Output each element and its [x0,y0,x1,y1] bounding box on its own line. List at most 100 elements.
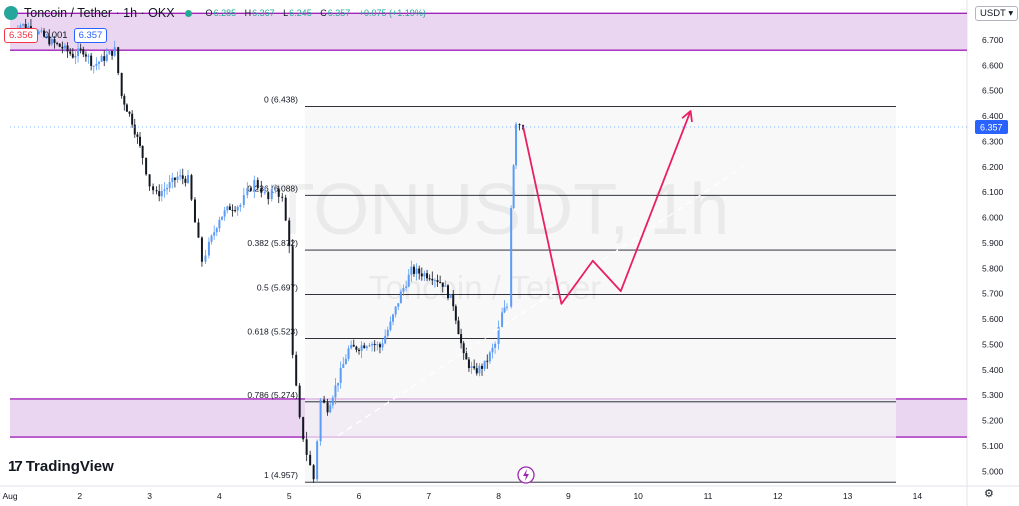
candle-up [163,189,166,191]
candle-up [494,343,497,348]
price-tick-label: 5.400 [982,365,1004,375]
candle-down [446,285,449,298]
candle-down [277,188,280,197]
candle-up [386,329,389,336]
fib-level-label: 0.5 (5.697) [257,282,298,292]
time-tick-label: 2 [77,491,82,501]
candle-up [501,312,504,327]
candle-up [360,345,363,351]
candle-down [352,344,355,347]
candle-up [215,228,218,233]
last-price-label: 6.357 [10,120,1008,135]
symbol-header[interactable]: Toncoin / Tether · 1h · OKX O6.285 H6.36… [4,4,432,22]
candle-up [497,326,500,344]
candle-down [103,56,106,61]
candle-down [441,282,444,287]
candle-up [399,291,402,304]
trend-line[interactable] [337,166,744,437]
fib-level-label: 0.786 (5.274) [247,390,298,400]
fib-level-label: 1 (4.957) [264,470,298,480]
candle-down [460,334,463,344]
candle-up [444,285,447,287]
candle-down [475,368,478,374]
time-tick-label: Aug [2,491,17,501]
candle-down [256,180,259,188]
candle-down [431,278,434,281]
ohlc-change: +0.075 (+1.19%) [358,8,426,18]
candle-down [420,273,423,277]
sell-button[interactable]: 6.356 [4,28,38,43]
gear-icon[interactable]: ⚙ [984,488,994,500]
candle-up [381,343,384,348]
market-open-icon [184,9,192,17]
candle-up [95,63,98,66]
time-tick-label: 6 [357,491,362,501]
candle-down [79,48,82,50]
tradingview-logo[interactable]: 17 TradingView [8,458,114,475]
candle-up [376,344,379,346]
candle-up [239,204,242,207]
currency-dropdown[interactable]: USDT ▾ [975,6,1019,21]
candle-down [452,294,455,307]
candle-up [488,352,491,362]
candle-up [22,24,25,26]
candle-down [82,49,85,55]
candle-down [481,365,484,369]
price-tick-label: 5.700 [982,289,1004,299]
currency-label: USDT [980,8,1006,19]
brand-name: TradingView [25,458,114,475]
chevron-down-icon: ▾ [1005,8,1014,19]
candle-up [270,189,273,200]
ohlc-low-label: L [283,8,289,18]
price-axis[interactable]: 6.700 6.600 6.500 6.400 6.300 6.200 6.100 6.000… [982,35,1004,476]
candle-down [200,237,203,262]
price-tick-label: 5.300 [982,390,1004,400]
candle-up [45,36,48,38]
event-icon[interactable] [517,466,535,484]
candle-down [355,346,358,350]
candle-up [50,39,53,45]
price-tick-label: 6.600 [982,60,1004,70]
dashed-trend-line[interactable] [337,166,744,437]
candle-down [467,359,470,369]
fib-level-label: 0 (6.438) [264,94,298,104]
candle-up [483,360,486,369]
fib-level-label: 0.382 (5.872) [247,238,298,248]
candle-up [160,190,163,197]
fib-level-label: 0.236 (6.088) [247,183,298,193]
tradingview-icon: 17 [8,458,23,475]
candle-down [281,196,284,198]
candle-down [228,206,231,210]
projection-path[interactable] [522,110,692,305]
price-tick-label: 5.500 [982,339,1004,349]
projection-arrow[interactable] [522,110,693,305]
candle-down [234,210,237,212]
candle-down [518,124,521,126]
buy-button[interactable]: 6.357 [73,28,108,43]
candlestick-series[interactable] [11,18,525,484]
toncoin-icon [4,6,18,20]
candle-down [84,54,87,57]
candle-up [433,280,436,282]
candle-down [120,73,123,96]
candle-up [512,165,515,209]
candle-down [439,282,442,284]
candle-down [426,273,429,279]
candle-up [37,31,40,34]
candle-up [27,26,30,29]
time-tick-label: 10 [633,491,643,501]
candle-down [190,175,193,200]
candle-down [288,220,291,247]
zone-fill[interactable] [10,13,967,51]
symbol-title[interactable]: Toncoin / Tether · 1h · OKX [24,6,175,20]
candle-down [436,280,439,283]
candle-down [454,306,457,321]
time-axis[interactable]: Aug 2 3 4 5 6 7 8 9 10 11 12 13 14 [2,491,922,501]
candle-up [510,208,513,307]
time-tick-label: 12 [773,491,783,501]
candle-down [158,191,161,197]
candle-down [71,53,74,58]
candle-up [368,345,371,347]
candle-down [117,47,120,74]
